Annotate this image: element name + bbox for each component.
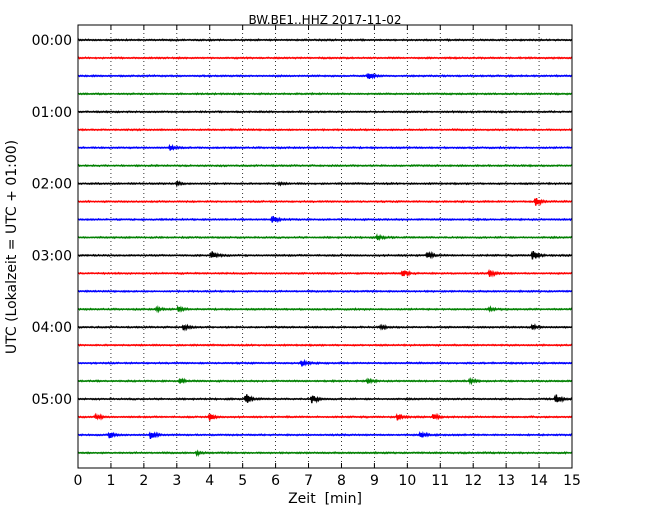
trace-row-22 — [77, 430, 573, 440]
x-axis-ticks: 0 1 2 3 4 5 6 7 8 9 10 11 12 13 14 15 — [74, 25, 581, 489]
trace-row-4 — [77, 109, 573, 114]
x-tick-label-13: 13 — [497, 473, 515, 489]
x-tick-label-12: 12 — [464, 473, 482, 489]
x-tick-label-3: 3 — [172, 473, 181, 489]
trace-row-9 — [77, 197, 573, 206]
trace-row-16 — [77, 323, 573, 332]
x-tick-label-4: 4 — [205, 473, 214, 489]
trace-row-17 — [77, 343, 573, 348]
x-tick-label-2: 2 — [139, 473, 148, 489]
trace-row-2 — [77, 72, 573, 80]
trace-row-11 — [77, 233, 573, 242]
trace-row-8 — [77, 179, 573, 188]
x-tick-label-6: 6 — [271, 473, 280, 489]
y-tick-label-05:00: 05:00 — [32, 392, 72, 408]
x-tick-label-15: 15 — [563, 473, 581, 489]
chart-title: BW.BE1..HHZ 2017-11-02 — [248, 13, 401, 27]
trace-row-18 — [77, 358, 573, 367]
x-tick-label-10: 10 — [398, 473, 416, 489]
x-tick-label-9: 9 — [370, 473, 379, 489]
x-tick-label-1: 1 — [106, 473, 115, 489]
y-tick-label-02:00: 02:00 — [32, 177, 72, 193]
trace-row-12 — [77, 250, 573, 260]
trace-row-15 — [77, 304, 573, 314]
trace-row-13 — [77, 268, 573, 278]
grid-lines — [110, 25, 540, 468]
trace-row-19 — [77, 376, 573, 386]
x-tick-label-11: 11 — [431, 473, 449, 489]
trace-row-1 — [77, 56, 573, 60]
x-tick-label-5: 5 — [238, 473, 247, 489]
y-axis-label: UTC (Lokalzeit = UTC + 01:00) — [4, 140, 20, 354]
y-axis-ticks: 00:00 01:00 02:00 03:00 04:00 05:00 — [32, 33, 572, 408]
trace-row-23 — [77, 449, 573, 458]
x-tick-label-14: 14 — [530, 473, 548, 489]
trace-row-21 — [77, 412, 573, 421]
x-tick-label-0: 0 — [74, 473, 83, 489]
y-tick-label-03:00: 03:00 — [32, 248, 72, 264]
trace-row-14 — [77, 289, 573, 294]
trace-row-5 — [77, 127, 573, 132]
y-tick-label-04:00: 04:00 — [32, 320, 72, 336]
trace-row-0 — [77, 38, 573, 42]
trace-row-3 — [77, 91, 573, 96]
x-tick-label-8: 8 — [337, 473, 346, 489]
y-tick-label-01:00: 01:00 — [32, 105, 72, 121]
x-axis-label: Zeit [min] — [288, 491, 362, 507]
trace-row-7 — [77, 163, 573, 168]
y-tick-label-00:00: 00:00 — [32, 33, 72, 49]
trace-row-20 — [77, 394, 573, 404]
seismic-traces — [77, 38, 573, 458]
plot-frame — [77, 24, 573, 469]
trace-row-6 — [77, 143, 573, 151]
x-tick-label-7: 7 — [304, 473, 313, 489]
trace-row-10 — [77, 215, 573, 224]
